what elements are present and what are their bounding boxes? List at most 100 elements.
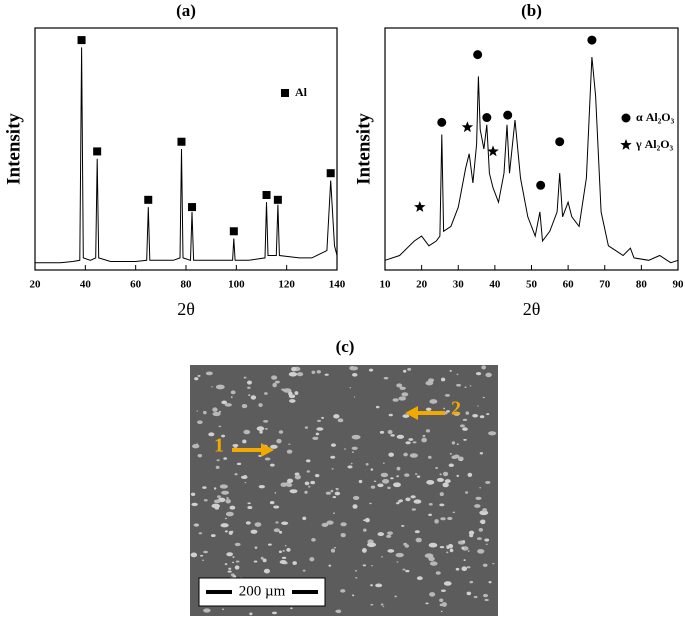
particle — [330, 548, 336, 553]
particle — [280, 482, 288, 487]
particle — [288, 443, 291, 445]
marker — [536, 180, 546, 190]
particle — [353, 396, 356, 398]
particle — [379, 430, 385, 434]
particle — [202, 486, 207, 489]
marker — [503, 110, 513, 120]
particle — [477, 537, 482, 540]
particle — [226, 497, 229, 499]
particle — [439, 492, 444, 497]
marker — [482, 113, 492, 123]
particle — [278, 550, 283, 554]
particle — [396, 466, 401, 471]
particle — [428, 503, 433, 506]
particle — [286, 547, 291, 552]
particle — [350, 462, 353, 465]
particle — [256, 426, 265, 432]
particle — [355, 576, 358, 579]
particle — [264, 457, 271, 461]
particle — [351, 373, 358, 377]
particle — [468, 530, 475, 535]
particle — [278, 430, 284, 434]
particle — [463, 438, 467, 441]
particle — [281, 388, 285, 391]
particle — [473, 595, 478, 599]
particle — [267, 543, 272, 546]
particle — [221, 490, 230, 495]
particle — [259, 430, 263, 434]
particle — [194, 377, 199, 381]
micrograph — [190, 365, 498, 616]
particle — [245, 521, 251, 525]
particle — [480, 519, 486, 525]
particle — [382, 605, 385, 608]
particle — [271, 375, 278, 380]
particle — [386, 534, 392, 538]
particle — [440, 589, 446, 593]
particle — [462, 540, 466, 543]
particle — [270, 444, 278, 449]
x-tick-label: 140 — [329, 279, 346, 291]
particle — [333, 414, 340, 419]
particle — [460, 424, 465, 428]
particle — [210, 534, 216, 537]
marker — [326, 169, 335, 178]
particle — [340, 589, 346, 593]
particle — [335, 487, 337, 490]
particle — [364, 517, 370, 523]
particle — [258, 403, 263, 408]
particle — [331, 468, 334, 470]
particle — [290, 607, 293, 610]
particle — [370, 584, 373, 587]
x-tick-label: 60 — [563, 279, 575, 291]
particle — [225, 498, 231, 504]
particle — [274, 492, 277, 494]
particle — [369, 502, 372, 505]
particle — [250, 529, 258, 534]
particle — [413, 499, 422, 504]
x-tick-label: 40 — [80, 279, 92, 291]
marker — [77, 36, 86, 45]
particle — [287, 478, 294, 484]
particle — [232, 561, 234, 564]
particle — [224, 517, 228, 520]
particle — [343, 448, 347, 450]
particle — [469, 385, 472, 387]
particle — [253, 560, 258, 563]
particle — [370, 485, 376, 489]
particle — [232, 443, 239, 448]
particle — [414, 530, 420, 534]
particle — [196, 524, 198, 526]
particle — [292, 561, 297, 566]
marker — [414, 201, 426, 212]
particle — [352, 495, 360, 500]
particle — [383, 376, 389, 380]
particle — [258, 485, 265, 489]
particle — [250, 395, 257, 400]
particle — [396, 502, 400, 505]
particle — [399, 386, 406, 390]
particle — [444, 411, 448, 415]
particle — [281, 521, 289, 526]
particle — [273, 528, 280, 533]
particle — [330, 489, 334, 493]
particle — [316, 370, 321, 374]
particle — [264, 392, 268, 395]
particle — [442, 482, 449, 488]
particle — [306, 459, 311, 463]
particle — [434, 519, 439, 524]
particle — [377, 532, 385, 537]
particle — [436, 477, 444, 482]
particle — [387, 531, 394, 535]
y-axis-label: Intensity — [3, 113, 24, 185]
particle — [221, 400, 228, 405]
particle — [396, 475, 399, 478]
particle — [398, 396, 406, 401]
particle — [211, 503, 221, 509]
particle — [216, 459, 220, 462]
particle — [226, 552, 233, 557]
particle — [441, 602, 447, 607]
particle — [398, 499, 403, 503]
particle — [243, 376, 247, 379]
particle — [294, 474, 301, 480]
